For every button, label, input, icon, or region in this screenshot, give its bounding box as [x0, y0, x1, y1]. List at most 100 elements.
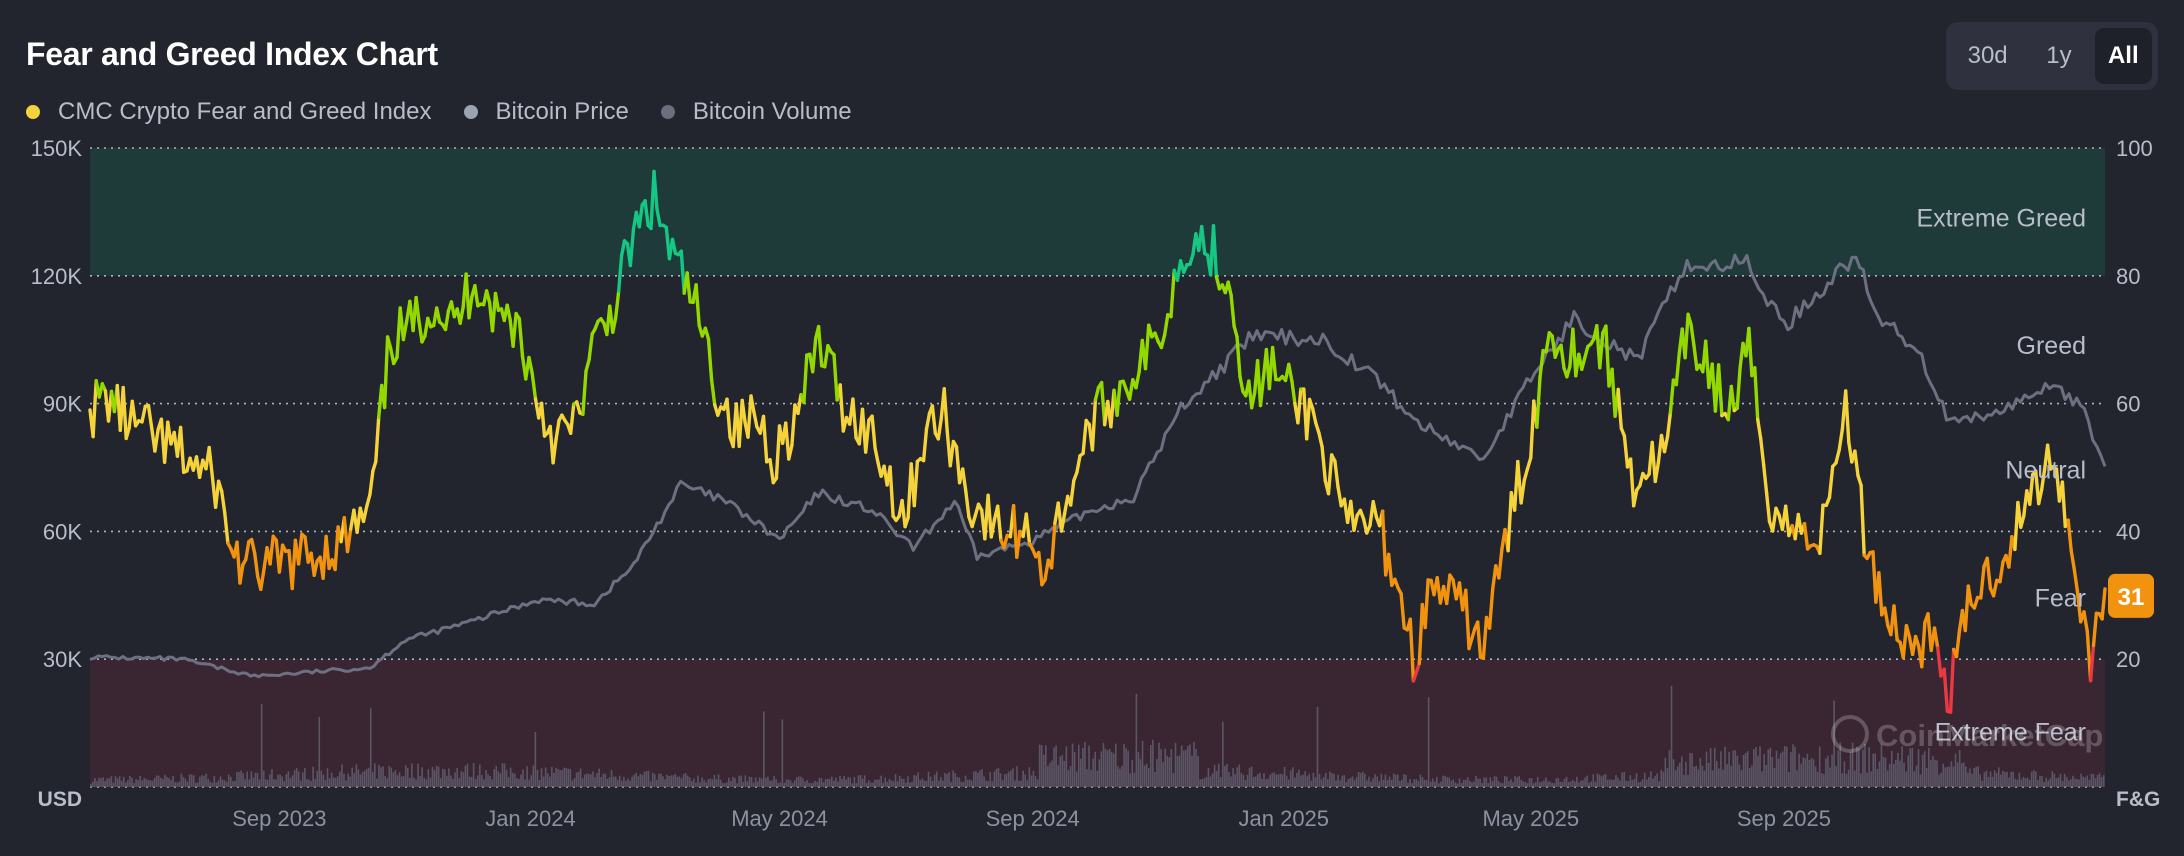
fear-greed-segment	[1336, 485, 1343, 508]
volume-bar	[1232, 768, 1234, 787]
volume-bar	[1339, 780, 1341, 787]
fear-greed-segment	[374, 415, 381, 464]
volume-bar	[491, 779, 493, 787]
fear-greed-segment	[493, 291, 501, 312]
fear-greed-segment	[443, 309, 451, 332]
volume-bar	[1129, 773, 1132, 787]
volume-bar	[989, 772, 992, 787]
volume-bar	[258, 779, 261, 787]
fear-greed-segment	[268, 534, 275, 566]
volume-bar	[1967, 772, 1969, 787]
volume-bar	[285, 773, 288, 787]
volume-bar	[923, 780, 926, 787]
fear-greed-segment	[870, 414, 877, 450]
volume-bar	[2084, 777, 2087, 787]
volume-bar	[1619, 780, 1621, 787]
fear-greed-segment	[1920, 620, 1927, 669]
volume-bar	[256, 772, 259, 787]
fear-greed-segment	[1972, 595, 1980, 610]
volume-bar	[999, 773, 1002, 787]
volume-bar	[1407, 782, 1409, 787]
volume-bar	[2094, 778, 2097, 787]
fear-greed-segment	[725, 397, 732, 439]
fear-greed-segment	[774, 424, 782, 480]
volume-bar	[106, 778, 109, 787]
volume-bar	[1267, 778, 1269, 787]
range-button-all[interactable]: All	[2094, 28, 2152, 84]
volume-bar	[495, 765, 498, 787]
volume-bar	[699, 782, 701, 787]
volume-bar	[1501, 783, 1504, 787]
volume-bar	[1452, 779, 1455, 787]
fear-greed-segment	[873, 446, 880, 465]
fear-greed-segment	[530, 371, 538, 401]
fear-greed-segment	[216, 479, 224, 493]
volume-bar	[639, 773, 642, 787]
volume-bar	[120, 780, 123, 787]
volume-bar	[1252, 776, 1255, 787]
fear-greed-segment	[401, 319, 409, 342]
volume-bar	[1833, 700, 1835, 787]
volume-bar	[1691, 753, 1693, 787]
volume-bar	[1069, 765, 1072, 787]
volume-bar	[886, 781, 889, 787]
volume-bar	[1666, 768, 1669, 787]
volume-bar	[1423, 779, 1426, 787]
volume-bar	[658, 773, 660, 787]
volume-bar	[1049, 762, 1051, 787]
volume-bar	[1166, 755, 1169, 787]
volume-bar	[100, 778, 102, 787]
volume-bar	[1989, 771, 1992, 787]
volume-bar	[322, 774, 325, 787]
volume-bar	[1215, 770, 1218, 787]
current-value-badge: 31	[2108, 573, 2154, 618]
volume-bar	[1767, 749, 1770, 787]
volume-bar	[1816, 771, 1819, 787]
legend-item-bitcoin-price[interactable]: Bitcoin Price	[463, 98, 629, 126]
volume-bar	[1604, 774, 1607, 787]
legend-item-fear-greed[interactable]: CMC Crypto Fear and Greed Index	[26, 98, 432, 126]
fear-greed-segment	[1770, 506, 1778, 533]
volume-bar	[1884, 757, 1887, 787]
fear-greed-segment	[2069, 548, 2076, 570]
range-button-1y[interactable]: 1y	[2046, 42, 2072, 69]
volume-bar	[1137, 751, 1140, 787]
volume-bar	[1837, 750, 1840, 787]
volume-bar	[760, 778, 763, 787]
volume-bar	[647, 770, 650, 787]
volume-bar	[1888, 763, 1891, 787]
zone-label-extreme-fear: Extreme Fear	[1935, 719, 2086, 747]
y-right-axis-label: F&G	[2116, 788, 2160, 811]
fear-greed-segment	[2019, 514, 2026, 529]
volume-bar	[1345, 782, 1348, 787]
volume-bar	[1436, 776, 1438, 787]
volume-bar	[1637, 782, 1640, 787]
volume-bar	[1106, 750, 1109, 787]
volume-bar	[2092, 774, 2095, 787]
volume-bar	[1240, 773, 1243, 787]
volume-bar	[736, 783, 738, 787]
volume-bar	[1699, 758, 1702, 787]
volume-bar	[758, 777, 761, 787]
fear-greed-segment	[1467, 636, 1474, 651]
fear-greed-segment	[1162, 313, 1170, 337]
legend-item-bitcoin-volume[interactable]: Bitcoin Volume	[660, 98, 852, 126]
fear-greed-segment	[1059, 511, 1067, 533]
volume-bar	[1042, 754, 1045, 787]
volume-bar	[1333, 773, 1335, 787]
volume-bar	[625, 780, 627, 787]
fear-greed-segment	[752, 410, 759, 429]
fear-greed-segment	[277, 543, 285, 574]
volume-bar	[1882, 756, 1885, 787]
volume-bar	[1222, 721, 1224, 787]
volume-bar	[530, 775, 533, 787]
volume-bar	[127, 780, 129, 787]
volume-bar	[1294, 777, 1296, 787]
volume-bar	[859, 775, 862, 787]
volume-bar	[1913, 771, 1916, 787]
volume-bar	[1396, 774, 1399, 787]
volume-bar	[1254, 776, 1257, 787]
volume-bar	[2078, 779, 2080, 787]
range-button-30d[interactable]: 30d	[1967, 42, 2008, 69]
